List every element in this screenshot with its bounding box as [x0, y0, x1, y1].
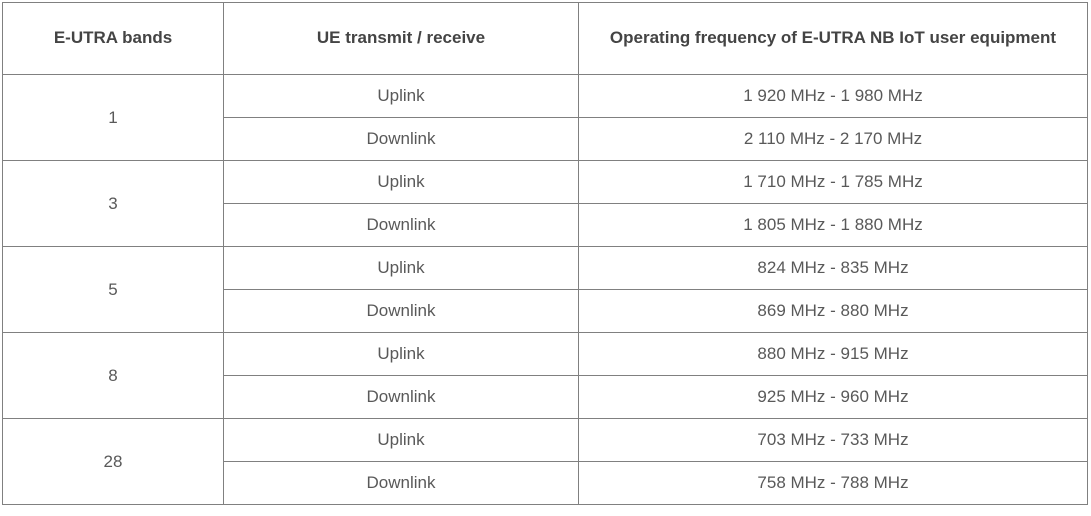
header-operating-frequency: Operating frequency of E-UTRA NB IoT use… [578, 2, 1088, 75]
link-direction-cell: Uplink [223, 418, 579, 462]
frequency-range-cell: 925 MHz - 960 MHz [578, 375, 1088, 419]
frequency-range-cell: 824 MHz - 835 MHz [578, 246, 1088, 290]
table-row: Downlink 758 MHz - 788 MHz [3, 461, 1088, 505]
table-row: 28 Uplink 703 MHz - 733 MHz [2, 418, 1088, 505]
band-number-cell: 8 [2, 332, 224, 419]
table-row: 5 Uplink 824 MHz - 835 MHz [2, 246, 1088, 333]
table-row: Downlink 869 MHz - 880 MHz [3, 289, 1088, 333]
table-row: 8 Uplink 880 MHz - 915 MHz [2, 332, 1088, 419]
link-direction-cell: Downlink [223, 289, 579, 333]
link-direction-cell: Downlink [223, 375, 579, 419]
link-direction-cell: Downlink [223, 117, 579, 161]
band-number-cell: 5 [2, 246, 224, 333]
frequency-range-cell: 1 920 MHz - 1 980 MHz [578, 74, 1088, 118]
frequency-range-cell: 1 805 MHz - 1 880 MHz [578, 203, 1088, 247]
band-number-cell: 28 [2, 418, 224, 505]
link-direction-cell: Uplink [223, 332, 579, 376]
link-direction-cell: Downlink [223, 461, 579, 505]
frequency-range-cell: 1 710 MHz - 1 785 MHz [578, 160, 1088, 204]
header-row: E-UTRA bands UE transmit / receive Opera… [2, 2, 1088, 75]
band-number-cell: 1 [2, 74, 224, 161]
band-number-cell: 3 [2, 160, 224, 247]
link-direction-cell: Uplink [223, 246, 579, 290]
link-direction-cell: Uplink [223, 160, 579, 204]
header-eutra-bands: E-UTRA bands [2, 2, 224, 75]
frequency-range-cell: 880 MHz - 915 MHz [578, 332, 1088, 376]
frequency-range-cell: 758 MHz - 788 MHz [578, 461, 1088, 505]
table-row: Downlink 2 110 MHz - 2 170 MHz [3, 117, 1088, 161]
frequency-range-cell: 703 MHz - 733 MHz [578, 418, 1088, 462]
table-row: 1 Uplink 1 920 MHz - 1 980 MHz [2, 74, 1088, 161]
eutra-nbiot-frequency-table: E-UTRA bands UE transmit / receive Opera… [2, 2, 1088, 505]
link-direction-cell: Uplink [223, 74, 579, 118]
frequency-range-cell: 869 MHz - 880 MHz [578, 289, 1088, 333]
frequency-range-cell: 2 110 MHz - 2 170 MHz [578, 117, 1088, 161]
table-row: 3 Uplink 1 710 MHz - 1 785 MHz [2, 160, 1088, 247]
link-direction-cell: Downlink [223, 203, 579, 247]
table-row: Downlink 925 MHz - 960 MHz [3, 375, 1088, 419]
table-row: Downlink 1 805 MHz - 1 880 MHz [3, 203, 1088, 247]
header-ue-transmit-receive: UE transmit / receive [223, 2, 579, 75]
